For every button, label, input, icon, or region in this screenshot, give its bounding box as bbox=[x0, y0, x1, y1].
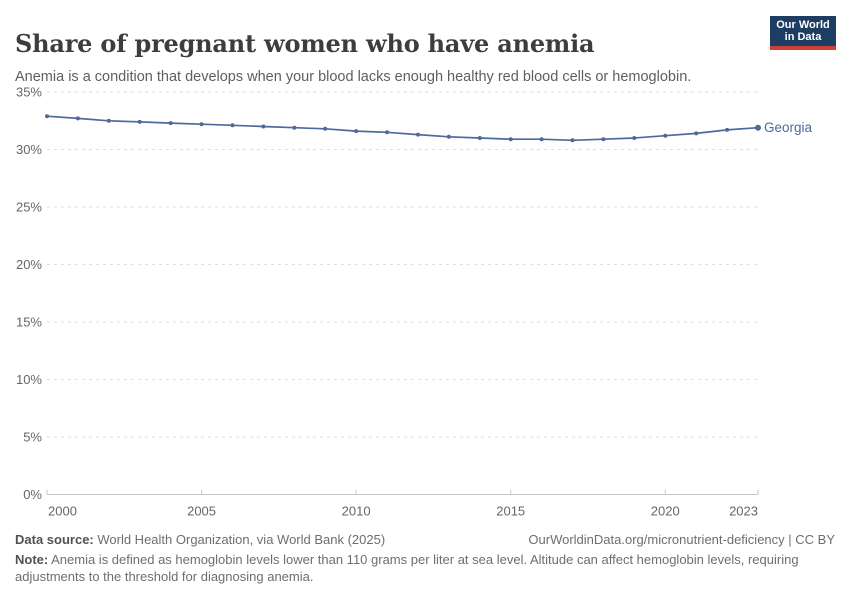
page-title: Share of pregnant women who have anemia bbox=[15, 29, 595, 59]
data-point[interactable] bbox=[385, 130, 389, 135]
y-tick-label: 5% bbox=[23, 430, 42, 445]
x-tick-label: 2020 bbox=[651, 504, 680, 519]
data-point[interactable] bbox=[446, 134, 451, 139]
data-point[interactable] bbox=[354, 129, 359, 134]
data-point[interactable] bbox=[477, 136, 482, 140]
footer-license-link[interactable]: OurWorldinData.org/micronutrient-deficie… bbox=[528, 532, 835, 547]
data-point[interactable] bbox=[292, 125, 297, 130]
data-point[interactable] bbox=[663, 133, 668, 138]
y-tick-label: 35% bbox=[16, 85, 42, 100]
note-label: Note: bbox=[15, 552, 49, 567]
data-point[interactable] bbox=[539, 137, 544, 142]
note-value: Anemia is defined as hemoglobin levels l… bbox=[15, 552, 799, 584]
x-tick-label: 2010 bbox=[342, 504, 371, 519]
chart-footer: Data source: World Health Organization, … bbox=[15, 532, 835, 585]
data-source-value: World Health Organization, via World Ban… bbox=[93, 532, 386, 547]
data-point[interactable] bbox=[755, 124, 761, 131]
x-tick-label: 2005 bbox=[187, 504, 216, 519]
y-tick-label: 20% bbox=[16, 257, 42, 272]
data-source-label: Data source: bbox=[15, 532, 94, 547]
y-tick-label: 0% bbox=[23, 487, 42, 502]
data-point[interactable] bbox=[261, 124, 266, 129]
data-point[interactable] bbox=[45, 114, 49, 119]
data-point[interactable] bbox=[168, 121, 173, 126]
series-label-georgia[interactable]: Georgia bbox=[764, 120, 813, 135]
data-point[interactable] bbox=[725, 127, 730, 132]
data-source-text: Data source: World Health Organization, … bbox=[15, 532, 385, 547]
data-point[interactable] bbox=[75, 116, 80, 121]
data-point[interactable] bbox=[416, 132, 420, 137]
owid-logo-text-line1: Our World bbox=[776, 18, 830, 31]
data-point[interactable] bbox=[508, 137, 513, 142]
data-point[interactable] bbox=[323, 126, 328, 131]
data-point[interactable] bbox=[199, 122, 204, 127]
x-tick-label: 2000 bbox=[48, 504, 77, 519]
x-tick-label: 2023 bbox=[729, 504, 758, 519]
data-point[interactable] bbox=[632, 136, 637, 140]
series-line-georgia[interactable] bbox=[45, 114, 761, 143]
data-point[interactable] bbox=[570, 138, 575, 143]
chart-subtitle: Anemia is a condition that develops when… bbox=[15, 68, 692, 85]
y-tick-label: 30% bbox=[16, 142, 42, 157]
chart-note: Note: Anemia is defined as hemoglobin le… bbox=[15, 552, 810, 585]
owid-logo[interactable]: Our World in Data bbox=[770, 16, 836, 50]
y-tick-label: 15% bbox=[16, 315, 42, 330]
data-point[interactable] bbox=[601, 137, 606, 142]
data-point[interactable] bbox=[137, 119, 142, 124]
data-point[interactable] bbox=[694, 131, 699, 136]
owid-logo-text-line2: in Data bbox=[784, 31, 822, 43]
x-tick-label: 2015 bbox=[496, 504, 525, 519]
series-path[interactable] bbox=[46, 115, 759, 142]
data-point[interactable] bbox=[106, 118, 111, 123]
y-tick-label: 25% bbox=[16, 200, 42, 215]
y-tick-label: 10% bbox=[16, 372, 42, 387]
data-point[interactable] bbox=[230, 123, 235, 128]
